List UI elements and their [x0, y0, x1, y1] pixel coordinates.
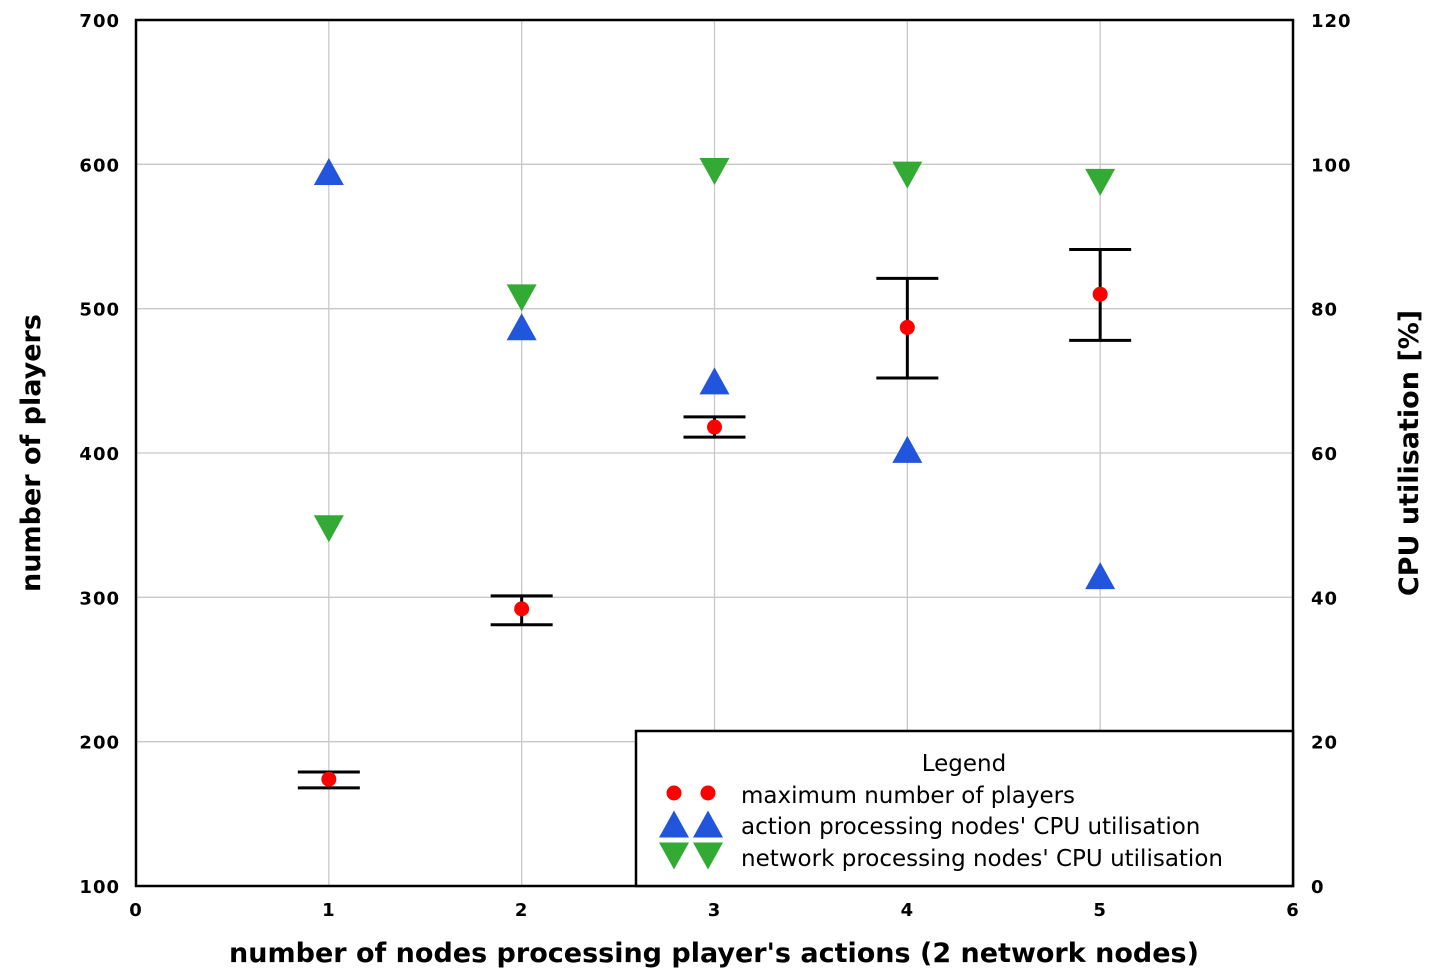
y2-tick-label: 100 [1311, 155, 1352, 176]
y-tick-label: 200 [79, 733, 120, 754]
y2-tick-label: 120 [1311, 11, 1352, 32]
markers [313, 158, 1116, 787]
y-tick-label: 500 [79, 300, 120, 321]
y2-tick-label: 20 [1311, 733, 1338, 754]
x-tick-label: 3 [708, 900, 722, 921]
legend-marker [700, 785, 716, 801]
tick-labels: 0 1 2 3 4 5 6 100 200 300 400 500 600 700 0 20 40 60 80 100… [79, 11, 1352, 921]
data-point-series-2 [892, 435, 923, 463]
legend-marker [693, 810, 723, 838]
legend-label: network processing nodes' CPU utilisatio… [741, 846, 1223, 872]
y-tick-label: 600 [79, 155, 120, 176]
data-point-series-1 [514, 601, 530, 617]
legend-title: Legend [922, 751, 1007, 777]
data-point-series-3 [313, 515, 344, 543]
data-point-series-3 [1085, 168, 1116, 196]
data-point-series-1 [321, 771, 337, 787]
legend-marker [666, 785, 682, 801]
legend-label: maximum number of players [741, 783, 1075, 809]
y2-axis-title: CPU utilisation [%] [1394, 310, 1425, 596]
data-point-series-1 [707, 419, 722, 435]
legend-marker [659, 842, 689, 870]
legend-marker [659, 810, 689, 838]
y-axis-title: number of players [16, 314, 47, 592]
y2-tick-label: 60 [1311, 444, 1338, 465]
data-point-series-2 [313, 158, 344, 186]
data-point-series-2 [1085, 562, 1116, 590]
y-tick-label: 100 [79, 877, 120, 898]
y-tick-label: 300 [79, 588, 120, 609]
data-point-series-1 [1092, 286, 1108, 302]
data-point-series-2 [699, 367, 730, 395]
y2-tick-label: 80 [1311, 300, 1338, 321]
data-point-series-3 [506, 284, 537, 312]
legend: Legend maximum number of players action p… [634, 729, 1295, 888]
x-tick-label: 1 [322, 900, 336, 921]
y-tick-label: 700 [79, 11, 120, 32]
x-tick-label: 6 [1286, 900, 1300, 921]
legend-label: action processing nodes' CPU utilisation [741, 814, 1200, 840]
y-tick-label: 400 [79, 444, 120, 465]
x-tick-label: 0 [129, 900, 143, 921]
data-point-series-1 [899, 319, 915, 335]
x-tick-label: 4 [901, 900, 915, 921]
y2-tick-label: 0 [1311, 877, 1325, 898]
x-tick-label: 5 [1093, 900, 1107, 921]
data-point-series-3 [892, 161, 923, 189]
data-point-series-3 [699, 158, 730, 186]
legend-entries: maximum number of players action processi… [659, 783, 1223, 872]
legend-box [634, 729, 1295, 888]
x-tick-label: 2 [515, 900, 529, 921]
data-point-series-2 [506, 313, 537, 341]
legend-marker [693, 842, 723, 870]
y2-tick-label: 40 [1311, 588, 1338, 609]
x-axis-title: number of nodes processing player's acti… [229, 938, 1199, 969]
